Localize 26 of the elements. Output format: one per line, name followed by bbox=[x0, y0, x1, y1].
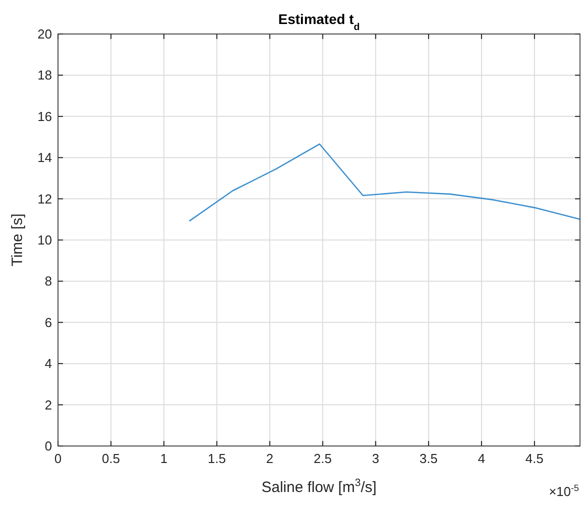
x-tick-label: 2.5 bbox=[314, 451, 332, 466]
x-tick-label: 0.5 bbox=[102, 451, 120, 466]
y-tick-label: 20 bbox=[38, 26, 52, 42]
y-tick-label: 14 bbox=[38, 150, 52, 166]
x-tick-label: 1 bbox=[160, 451, 168, 466]
x-tick-label: 2 bbox=[266, 451, 274, 466]
y-tick-label: 6 bbox=[44, 314, 52, 330]
x-axis-title: Saline flow [m$^{3}$/s] bbox=[261, 477, 377, 496]
x-tick-label: 0 bbox=[54, 451, 62, 466]
y-tick-label: 4 bbox=[44, 356, 52, 372]
y-tick-label: 18 bbox=[38, 68, 52, 83]
y-tick-label: 10 bbox=[38, 232, 52, 248]
x-tick-label: 4.5 bbox=[525, 451, 544, 466]
y-tick-label: 0 bbox=[44, 438, 52, 454]
y-tick-label: 16 bbox=[38, 108, 52, 124]
y-tick-label: 8 bbox=[44, 274, 52, 289]
text: ×10$^{-5}$ bbox=[548, 483, 579, 499]
y-axis-title: Time [s] bbox=[9, 214, 26, 266]
y-tick-label: 2 bbox=[44, 397, 52, 412]
x-tick-label: 1.5 bbox=[208, 451, 226, 466]
chart-title: Estimated t$_{d}$ bbox=[278, 11, 360, 32]
line-series bbox=[188, 143, 581, 222]
x-tick-label: 3.5 bbox=[420, 451, 438, 466]
x-tick-label: 3 bbox=[372, 451, 380, 466]
x-tick-label: 4 bbox=[478, 451, 486, 466]
y-tick-label: 12 bbox=[38, 191, 52, 206]
